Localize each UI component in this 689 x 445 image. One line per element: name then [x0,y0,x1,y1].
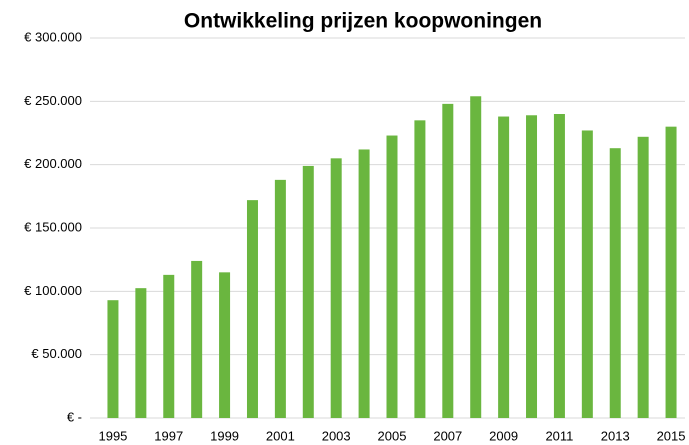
y-tick-label: € 200.000 [24,156,82,171]
bar [553,114,565,418]
y-tick-label: € 150.000 [24,219,82,234]
y-tick-label: € 300.000 [24,29,82,44]
y-tick-label: € 50.000 [31,346,82,361]
bar [163,274,175,418]
x-tick-label: 1995 [98,428,127,443]
x-tick-label: 2003 [322,428,351,443]
bar [386,135,398,419]
bar [470,96,482,419]
bar [246,200,258,418]
x-tick-label: 2007 [433,428,462,443]
y-tick-label: € 250.000 [24,93,82,108]
bar [302,165,314,418]
bar [498,116,510,419]
y-tick-label: € 100.000 [24,283,82,298]
x-tick-label: 2009 [489,428,518,443]
x-tick-label: 1997 [154,428,183,443]
x-tick-label: 2001 [266,428,295,443]
bar [107,300,119,418]
bar [191,260,203,418]
bar [358,149,370,418]
bar [330,158,342,419]
bar [581,130,593,418]
chart-title: Ontwikkeling prijzen koopwoningen [184,10,542,33]
bar [609,148,621,418]
y-tick-label: € - [67,409,82,424]
bar [274,179,286,418]
x-tick-label: 2015 [657,428,686,443]
bar [135,288,147,418]
x-tick-label: 2013 [601,428,630,443]
bar [219,272,231,418]
bar [665,126,677,419]
x-tick-label: 2011 [545,428,573,443]
bar [414,120,426,418]
x-tick-label: 2005 [378,428,407,443]
x-tick-label: 1999 [210,428,239,443]
bar [442,103,454,418]
bar [637,136,649,419]
bar [526,115,538,419]
